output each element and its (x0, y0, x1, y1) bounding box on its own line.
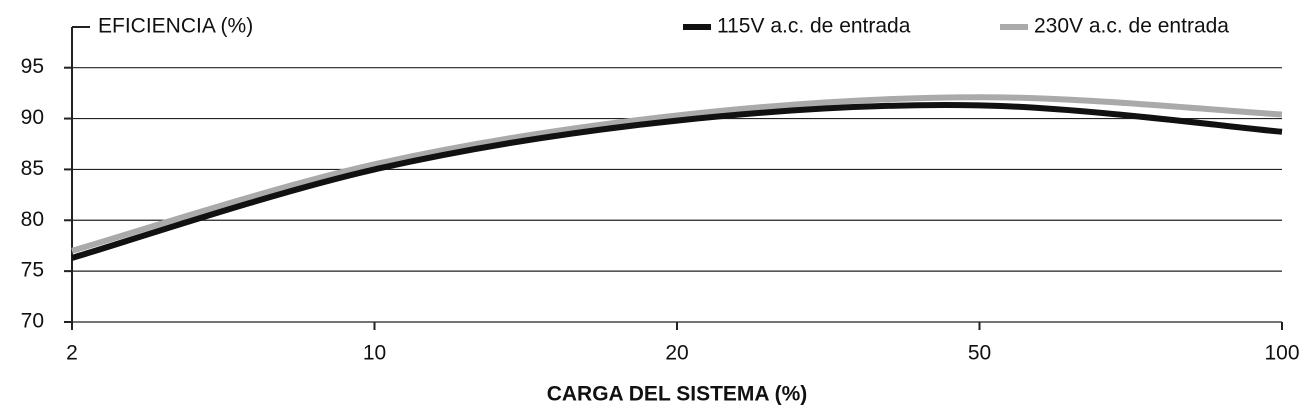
x-tick-label: 100 (1264, 342, 1299, 365)
y-tick-label: 80 (21, 208, 44, 231)
x-tick-label: 50 (968, 342, 991, 365)
x-tick-label: 20 (665, 342, 688, 365)
x-tick-label: 10 (363, 342, 386, 365)
series-line (71, 94, 1283, 254)
y-tick-label: 85 (21, 157, 44, 180)
y-tick-label: 95 (21, 55, 44, 78)
y-tick-label: 75 (21, 259, 44, 282)
legend-label: 230V a.c. de entrada (1034, 15, 1229, 38)
x-axis-title: CARGA DEL SISTEMA (%) (547, 383, 808, 406)
y-axis-title: EFICIENCIA (%) (98, 15, 253, 38)
series-line (71, 102, 1283, 261)
y-tick-label: 90 (21, 106, 44, 129)
x-tick-label: 2 (66, 342, 78, 365)
y-tick-label: 70 (21, 310, 44, 333)
legend-label: 115V a.c. de entrada (717, 15, 911, 38)
